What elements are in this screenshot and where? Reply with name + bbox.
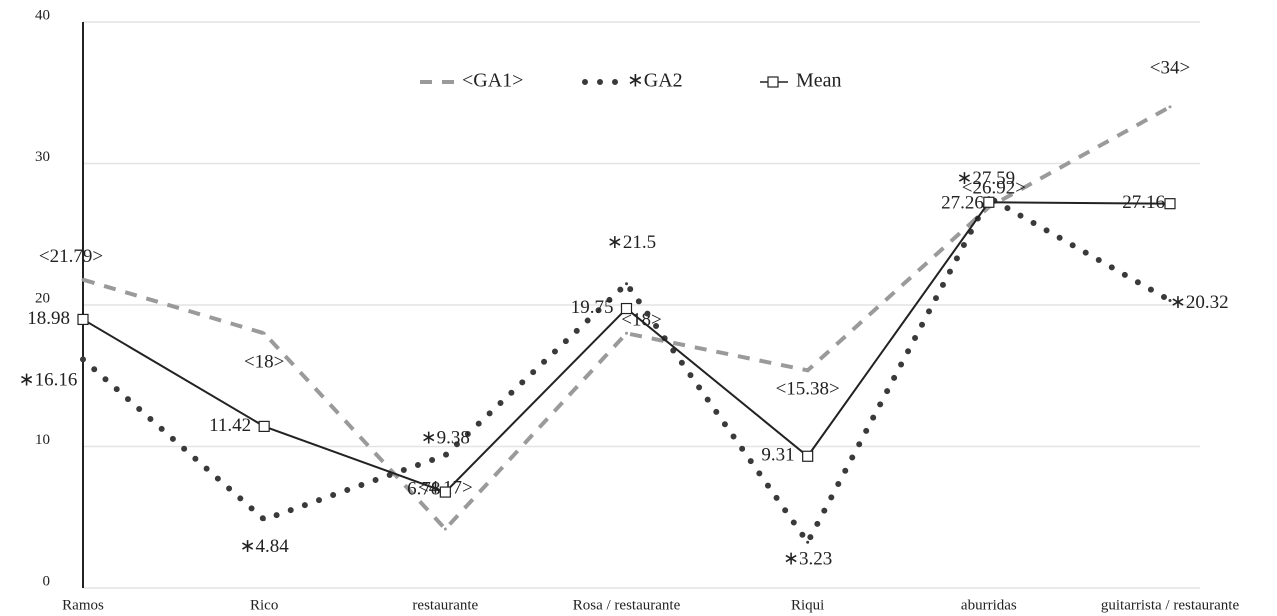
point-marker [444,454,447,457]
y-tick-label: 30 [35,149,50,165]
legend-label: <GA1> [462,70,523,92]
point-marker [263,332,266,335]
point-marker [1165,199,1175,209]
point-marker [444,527,447,530]
point-marker [806,541,809,544]
point-marker [82,278,85,281]
point-marker [263,518,266,521]
data-label: 27.16 [1122,192,1165,213]
data-label: <18> [244,352,284,373]
data-label: 9.31 [761,445,794,466]
point-marker [625,332,628,335]
data-label: 18.98 [27,308,70,329]
legend-label: ∗GA2 [627,70,683,92]
point-marker [803,451,813,461]
data-label: <15.38> [776,379,840,400]
x-tick-label: guitarrista / restaurante [1101,597,1240,613]
legend-swatch [768,77,778,87]
point-marker [622,304,632,314]
x-tick-label: Rico [250,597,278,613]
data-label: ∗3.23 [783,549,832,570]
data-label: 27.26 [941,193,984,214]
point-marker [1169,105,1172,108]
y-tick-label: 40 [35,7,50,23]
legend-label: Mean [796,70,842,92]
data-label: 11.42 [209,415,251,436]
x-tick-label: restaurante [412,597,478,613]
y-tick-label: 20 [35,290,50,306]
point-marker [984,197,994,207]
point-marker [78,314,88,324]
point-marker [259,421,269,431]
y-tick-label: 10 [35,432,50,448]
data-label: ∗21.5 [607,232,656,253]
x-tick-label: Rosa / restaurante [573,597,681,613]
data-label: ∗20.32 [1170,292,1229,313]
point-marker [440,487,450,497]
x-tick-label: Ramos [62,597,104,613]
y-tick-label: 0 [43,573,51,589]
chart: 0 10 20 30 40 Ramos Rico restaurante Rosa / rest… [0,0,1277,616]
x-tick-label: aburridas [961,597,1017,613]
x-tick-label: Riqui [791,597,824,613]
data-label: 19.75 [571,297,614,318]
data-label: 6.78 [407,478,440,499]
data-label: <21.79> [39,246,103,267]
point-marker [82,358,85,361]
point-marker [806,369,809,372]
data-label: ∗4.84 [240,536,290,557]
data-label: <34> [1150,57,1190,78]
data-label: ∗16.16 [19,370,78,391]
point-marker [625,282,628,285]
data-label: ∗9.38 [421,428,470,449]
data-label: ∗27.59 [956,168,1015,189]
